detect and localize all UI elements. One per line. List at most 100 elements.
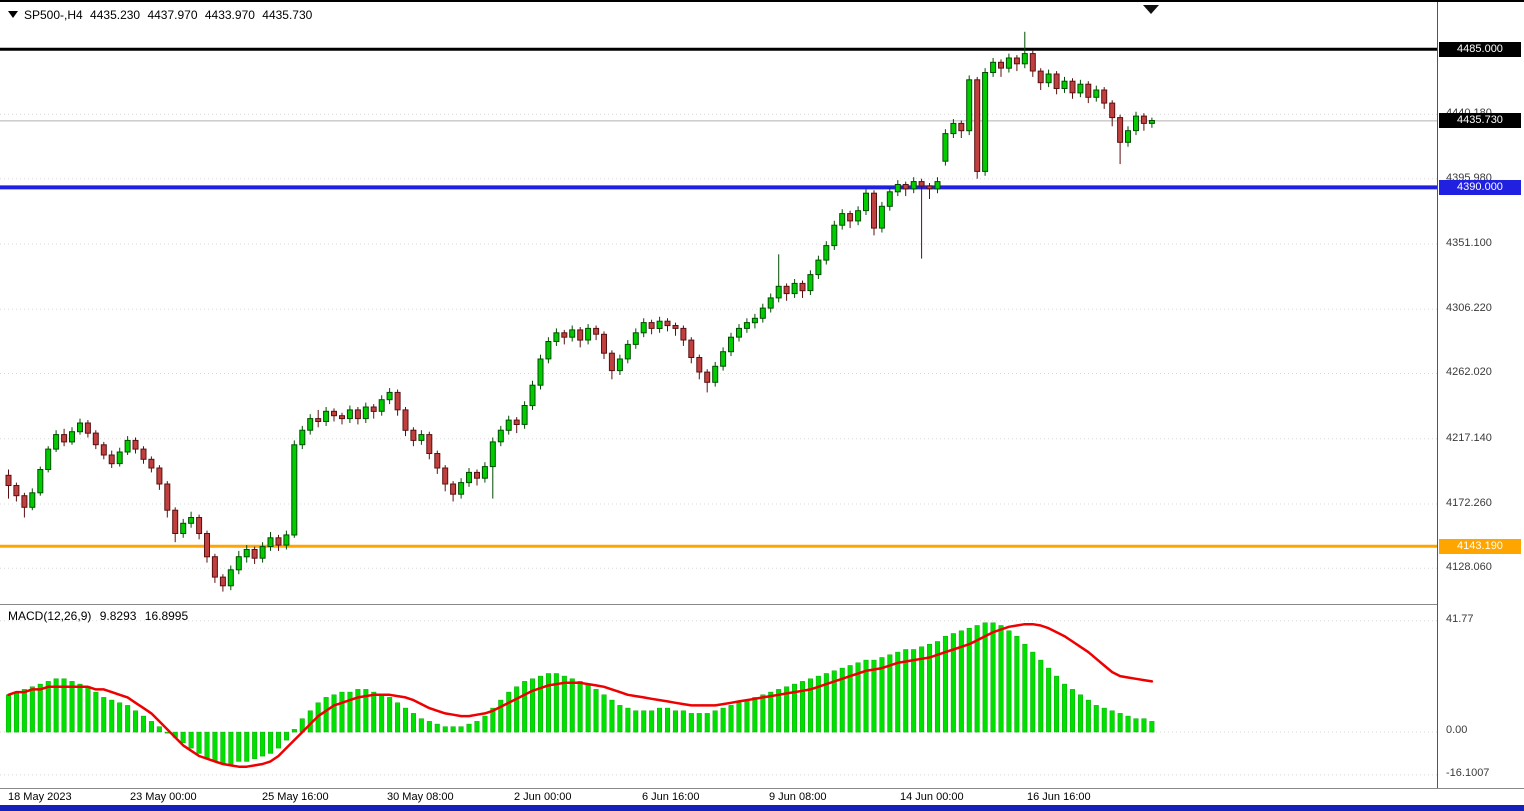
candle-body [1013,57,1020,65]
macd-histogram-bar [617,705,623,733]
macd-histogram-bar [498,699,504,733]
price-chart-panel[interactable]: SP500-,H4 4435.230 4437.970 4433.970 443… [0,2,1437,604]
macd-histogram-bar [784,686,790,733]
candle-body [601,333,607,354]
candle-body [958,122,965,132]
macd-histogram-bar [395,702,401,733]
price-scale[interactable]: 4440.1804395.9804351.1004306.2204262.020… [1437,2,1524,788]
candle-body [664,320,671,327]
candle-body [569,329,576,338]
candle-body [172,509,179,535]
candle-body [712,365,719,383]
candle-body [402,409,409,431]
candle-body [831,224,838,247]
time-axis-label: 2 Jun 00:00 [514,791,572,803]
price-scale-label: 4128.060 [1446,561,1492,574]
macd-histogram-bar [879,657,885,733]
candle-body [934,181,941,190]
time-axis[interactable]: 18 May 2023 23 May 00:00 25 May 16:00 30 Ma… [0,788,1524,805]
candle-body [307,418,314,431]
candle-body [871,192,877,229]
macd-histogram-bar [633,710,639,733]
macd-histogram-bar [1062,683,1068,733]
candle-body [418,434,425,441]
candle-body [497,429,504,443]
candle-body [378,399,385,412]
time-axis-label: 6 Jun 16:00 [642,791,700,803]
macd-histogram-bar [180,731,186,744]
candle-body [251,549,258,559]
macd-canvas[interactable] [0,605,1437,788]
macd-histogram-bar [1149,721,1155,733]
candle-body [466,471,472,484]
macd-histogram-bar [379,694,385,733]
candle-body [204,533,210,558]
macd-histogram-bar [77,683,83,733]
macd-histogram-bar [1093,705,1099,733]
time-axis-label: 30 May 08:00 [387,791,454,803]
macd-histogram-bar [768,691,774,733]
candle-body [21,495,28,508]
candle-body [1029,53,1036,72]
macd-histogram-bar [839,667,845,733]
macd-histogram-bar [418,718,424,733]
candle-body [561,332,568,338]
candle-body [362,406,369,420]
macd-histogram-bar [593,689,599,733]
price-scale-label: 4351.100 [1446,236,1492,249]
macd-histogram-bar [934,641,940,733]
macd-histogram-bar [85,686,91,733]
candle-body [720,351,727,367]
macd-histogram-bar [339,691,345,733]
symbol-menu-triangle-icon[interactable] [8,11,18,18]
price-chart-canvas[interactable] [0,2,1437,604]
macd-histogram-bar [823,673,829,733]
price-badge: 4390.000 [1439,179,1521,195]
macd-histogram-bar [117,702,123,733]
macd-histogram-bar [919,646,925,733]
candle-body [886,191,893,207]
macd-histogram-bar [1046,667,1052,733]
macd-histogram-bar [776,689,782,733]
candle-body [926,185,933,190]
macd-histogram-bar [752,697,758,733]
candle-body [29,492,36,508]
macd-histogram-bar [958,630,964,733]
macd-histogram-bar [1038,659,1044,733]
macd-histogram-bar [585,683,591,733]
macd-histogram-bar [6,694,12,733]
candle-body [1045,73,1052,84]
candle-body [1125,130,1131,143]
candle-body [640,322,647,334]
macd-histogram-bar [577,681,583,733]
macd-histogram-bar [156,726,162,733]
macd-histogram-bar [927,643,933,733]
macd-histogram-bar [1117,713,1123,733]
macd-name: MACD(12,26,9) [8,609,92,623]
candle-body [1117,117,1124,143]
macd-histogram-bar [93,691,99,733]
macd-histogram-bar [855,662,861,733]
candle-body [227,569,234,587]
macd-histogram-bar [490,707,496,733]
candle-body [863,192,869,212]
candle-body [767,297,774,309]
macd-histogram-bar [1006,630,1012,733]
macd-histogram-bar [212,731,218,762]
macd-label: MACD(12,26,9) 9.8293 16.8995 [8,609,193,623]
candle-body [855,210,862,222]
candle-body [156,467,163,485]
macd-histogram-bar [148,721,154,733]
candle-body [339,415,345,420]
candle-body [688,339,695,359]
chart-shift-marker[interactable] [1143,5,1159,14]
candle-body [1133,115,1139,132]
macd-histogram-bar [680,710,686,733]
candle-body [69,431,75,443]
candle-body [728,336,734,353]
macd-histogram-bar [641,710,647,733]
candle-body [275,537,282,546]
candle-body [116,451,123,465]
macd-panel[interactable]: MACD(12,26,9) 9.8293 16.8995 [0,604,1437,788]
candle-body [1069,80,1076,94]
